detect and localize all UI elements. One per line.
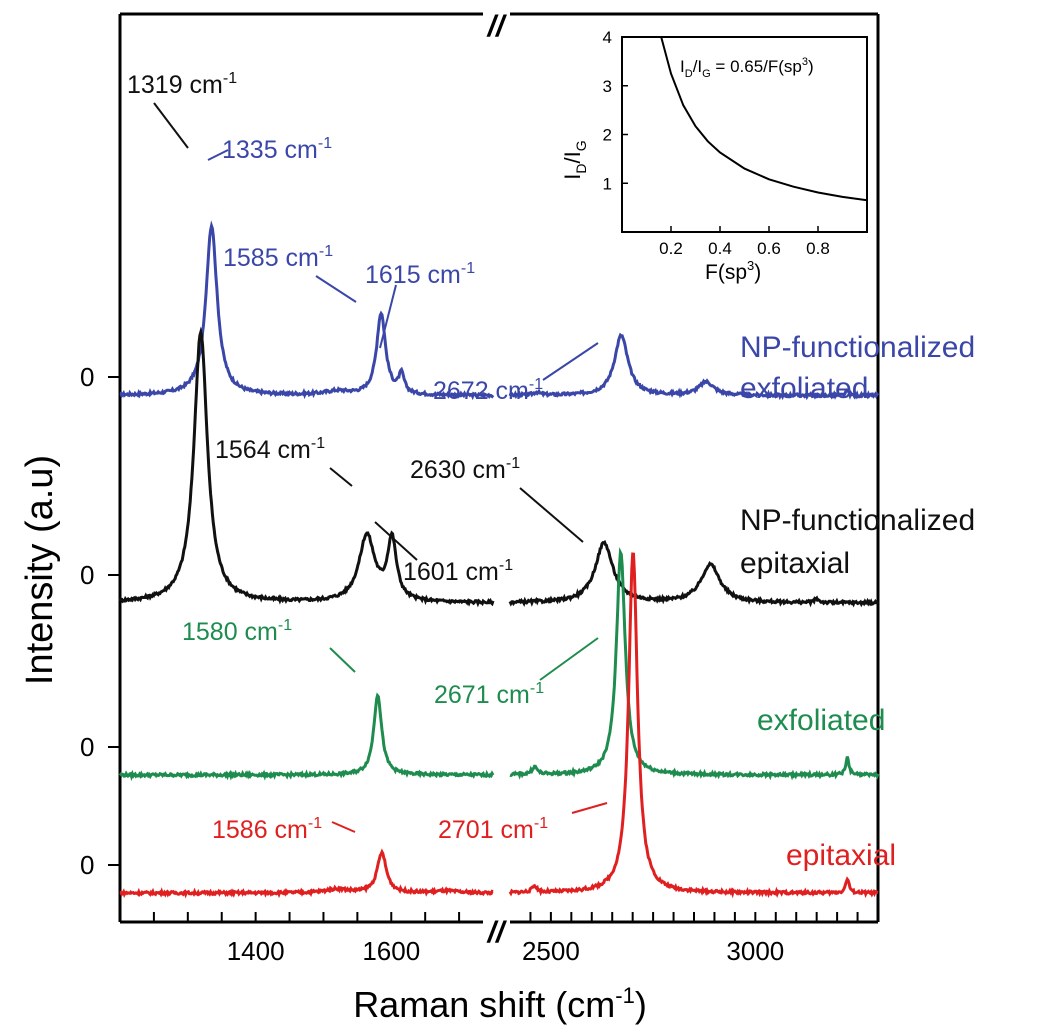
annotation-leader <box>542 342 599 381</box>
spectrum-np-functionalized-exfoliated-segment-2 <box>508 332 880 401</box>
annotation-2671: 2671 cm-1 <box>434 680 544 709</box>
annotation-1319: 1319 cm-1 <box>127 70 237 99</box>
inset-x-tick-label: 0.2 <box>659 239 683 258</box>
series-label-np-epitaxial-line1: NP-functionalized <box>740 504 975 537</box>
annotation-1585: 1585 cm-1 <box>223 243 333 272</box>
annotation-1564: 1564 cm-1 <box>215 435 325 464</box>
series-label-np-exfoliated-line1: NP-functionalized <box>740 331 975 364</box>
annotation-leader <box>153 102 189 149</box>
series-label-epitaxial: epitaxial <box>786 839 896 872</box>
inset-x-tick-label: 0.6 <box>757 239 781 258</box>
inset-y-tick-label: 4 <box>603 28 612 47</box>
inset-frame <box>621 36 868 233</box>
annotation-1580: 1580 cm-1 <box>182 617 292 646</box>
annotation-leader <box>539 637 599 681</box>
annotation-1615: 1615 cm-1 <box>365 260 475 289</box>
annotation-leader <box>571 802 608 814</box>
annotation-leader <box>519 487 584 543</box>
spectra <box>118 220 880 899</box>
inset-plot: 0.2 0.4 0.6 0.8 1 2 3 4 ID/IG = 0.65/F(sp3) F(s… <box>560 28 868 284</box>
annotation-1601: 1601 cm-1 <box>403 557 513 586</box>
spectrum-exfoliated-segment-2 <box>509 547 880 781</box>
x-tick-label-2500: 2500 <box>522 936 580 966</box>
axis-break-top: // <box>486 10 507 43</box>
inset-y-title: ID/IG <box>560 140 589 179</box>
zero-label: 0 <box>80 560 94 590</box>
inset-equation: ID/IG = 0.65/F(sp3) <box>680 56 814 80</box>
annotation-leader <box>329 647 356 673</box>
x-axis-ticks: 1400 1600 2500 3000 <box>152 912 859 966</box>
series-labels: NP-functionalized exfoliated NP-function… <box>740 331 975 872</box>
inset-x-tick-label: 0.8 <box>806 239 830 258</box>
spectrum-np-functionalized-epitaxial-segment-1 <box>118 326 495 608</box>
spectrum-np-functionalized-exfoliated-segment-1 <box>119 220 495 401</box>
inset-y-tick-label: 1 <box>603 174 612 193</box>
x-tick-label-3000: 3000 <box>726 936 784 966</box>
annotation-1335: 1335 cm-1 <box>222 135 332 164</box>
x-tick-label-1400: 1400 <box>227 936 285 966</box>
series-label-np-exfoliated-line2: exfoliated <box>740 372 868 405</box>
inset-curve <box>660 36 868 202</box>
zero-label: 0 <box>80 850 94 880</box>
inset-y-tick-label: 2 <box>603 126 612 145</box>
annotation-1586: 1586 cm-1 <box>212 815 322 844</box>
inset-ticks: 0.2 0.4 0.6 0.8 1 2 3 4 <box>603 28 830 258</box>
annotation-leader <box>315 275 357 303</box>
axis-break-marks: // // <box>486 10 507 949</box>
inset-x-tick-label: 0.4 <box>708 239 732 258</box>
annotation-leader <box>207 149 229 161</box>
annotation-leader <box>331 821 356 833</box>
annotation-2630: 2630 cm-1 <box>410 455 520 484</box>
spectrum-epitaxial-segment-1 <box>119 848 494 899</box>
axis-break-bottom: // <box>486 916 507 949</box>
annotation-leader <box>329 467 353 487</box>
inset-y-tick-label: 3 <box>603 77 612 96</box>
annotation-2672: 2672 cm-1 <box>433 376 543 405</box>
peak-annotations: 1319 cm-1 1335 cm-1 1585 cm-1 1615 cm-1 … <box>127 70 548 844</box>
x-tick-label-1600: 1600 <box>362 936 420 966</box>
series-label-exfoliated: exfoliated <box>757 704 885 737</box>
zero-label: 0 <box>80 362 94 392</box>
series-label-np-epitaxial-line2: epitaxial <box>740 547 850 580</box>
spectrum-np-functionalized-epitaxial-segment-2 <box>508 540 879 608</box>
zero-markers: 0 0 0 0 <box>80 362 120 880</box>
spectrum-exfoliated-segment-1 <box>118 692 495 782</box>
spectrum-epitaxial-segment-2 <box>508 552 879 899</box>
x-axis-title: Raman shift (cm-1) <box>353 983 647 1025</box>
annotation-leader <box>379 284 397 349</box>
annotation-2701: 2701 cm-1 <box>438 815 548 844</box>
annotation-leader <box>374 521 418 561</box>
inset-x-title: F(sp3) <box>705 258 761 284</box>
y-axis-title: Intensity (a.u) <box>19 455 61 685</box>
annotation-leader-lines <box>153 102 608 833</box>
zero-label: 0 <box>80 732 94 762</box>
